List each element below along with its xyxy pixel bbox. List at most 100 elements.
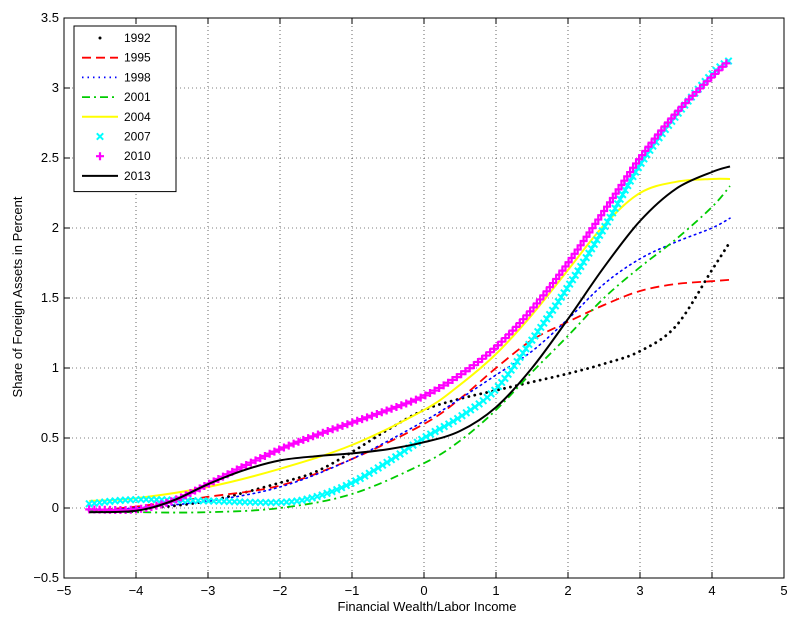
series-1995 [89,278,731,512]
legend-label: 1992 [124,31,151,45]
point-marker [448,375,457,384]
point-marker [623,181,632,190]
point-marker [551,302,560,310]
point-marker [641,146,650,155]
point-marker [337,483,346,492]
point-marker [237,463,246,472]
point-marker [318,491,327,499]
point-marker [582,253,591,262]
point-marker [383,458,391,467]
point-marker [363,413,372,422]
point-marker [478,354,487,363]
point-marker [650,134,659,143]
point-marker [603,202,612,211]
x-tick-label: 4 [708,583,715,598]
point-marker [458,411,466,420]
point-marker [348,418,357,427]
point-marker [474,358,483,367]
point-marker [275,445,284,454]
legend-item-2004: 2004 [82,110,151,124]
point-marker [435,425,444,433]
point-marker [561,262,570,271]
x-tick-label: 1 [492,583,499,598]
point-marker [621,186,630,195]
series-line-2013 [89,165,731,514]
series-2013 [89,165,731,514]
point-marker [571,271,580,280]
point-marker [654,130,663,139]
point-marker [426,388,435,397]
point-marker [356,474,365,483]
point-marker [328,487,336,496]
point-marker [579,258,588,267]
point-marker [449,417,458,426]
point-marker [411,395,420,404]
point-marker [391,452,400,461]
point-marker [402,399,411,408]
series-2004 [89,177,731,502]
point-marker [313,492,322,501]
point-marker [606,213,614,222]
legend-label: 1998 [124,70,151,84]
point-marker [333,423,342,432]
point-marker [587,244,596,253]
y-axis-label: Share of Foreign Assets in Percent [10,196,25,397]
legend-label: 2004 [124,110,151,124]
series-2001 [89,185,731,514]
point-marker [369,466,378,475]
point-marker [465,364,474,373]
point-marker [576,241,585,250]
point-marker [387,404,396,413]
point-marker [360,472,369,480]
point-marker [644,142,653,151]
point-marker [338,421,347,430]
point-marker [439,381,448,390]
point-marker [304,434,313,443]
legend-item-1995: 1995 [82,51,151,65]
point-marker [367,411,376,420]
point-marker [574,267,582,275]
point-marker [620,176,629,185]
x-tick-label: −5 [57,583,72,598]
point-marker [570,249,579,258]
point-marker [582,232,591,241]
point-marker [597,211,606,220]
x-axis-label: Financial Wealth/Labor Income [338,599,517,614]
point-marker [242,460,251,469]
point-marker [557,293,566,302]
point-marker [342,481,351,490]
x-tick-label: −2 [273,583,288,598]
point-marker [270,447,279,456]
point-marker [416,393,425,402]
point-marker [618,190,627,199]
point-marker [613,199,622,208]
point-marker [440,422,449,431]
point-marker [623,172,632,181]
y-tick-label: 3.5 [41,10,59,25]
point-marker [722,59,731,68]
point-marker [299,435,308,444]
point-marker [536,295,545,304]
x-tick-label: 2 [564,583,571,598]
point-marker [532,299,541,308]
point-marker [313,430,322,439]
point-marker [294,437,303,446]
x-tick-label: −1 [345,583,360,598]
point-marker [289,439,298,448]
point-marker [647,138,656,147]
legend-label: 2010 [124,149,151,163]
legend: 1992 1995 1998 2001 2004 2007 2010 2013 [73,25,177,193]
y-tick-label: 1.5 [41,290,59,305]
legend-item-2007: 2007 [96,130,151,144]
series-layer [85,57,733,515]
point-marker [279,443,288,452]
point-marker [328,425,337,434]
point-marker [600,206,609,215]
legend-item-1992: 1992 [98,31,151,45]
x-tick-label: 0 [420,583,427,598]
point-marker [565,280,574,289]
series-line-2004 [89,177,731,502]
point-marker [593,235,601,244]
point-marker [601,222,609,231]
point-marker [377,408,386,417]
